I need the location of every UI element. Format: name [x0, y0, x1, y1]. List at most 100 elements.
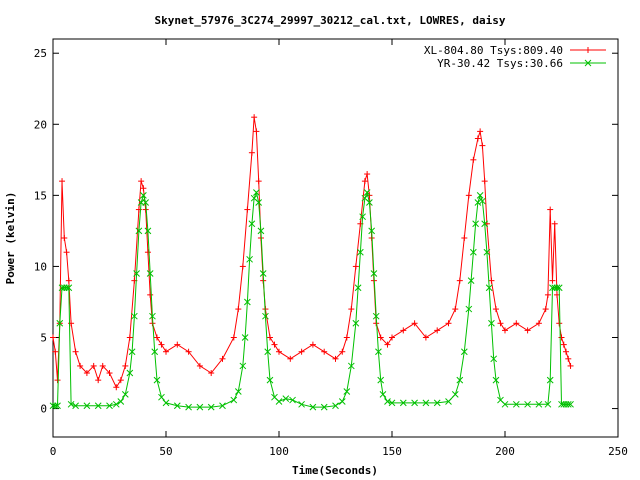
data-point — [61, 235, 68, 241]
data-point — [485, 284, 493, 292]
data-point — [158, 393, 165, 401]
legend-label-0: XL-804.80 Tsys:809.40 — [424, 44, 563, 57]
data-point — [51, 402, 59, 410]
data-point — [553, 284, 561, 292]
data-point — [230, 334, 237, 341]
data-point — [246, 255, 253, 263]
data-point — [234, 388, 242, 395]
data-point — [488, 277, 495, 284]
legend-label-1: YR-30.42 Tsys:30.66 — [437, 57, 563, 70]
data-point — [384, 398, 391, 405]
data-point — [239, 362, 247, 370]
plot-frame — [52, 38, 619, 438]
data-point — [524, 327, 531, 334]
data-point — [556, 320, 563, 327]
data-point — [144, 249, 151, 256]
data-point — [321, 348, 328, 355]
data-point — [445, 398, 452, 405]
data-point — [282, 395, 290, 402]
data-point — [121, 391, 129, 398]
y-tick-label-0: 0 — [40, 403, 47, 416]
data-point — [248, 220, 256, 228]
data-point — [67, 400, 75, 408]
data-point — [492, 306, 499, 313]
data-point — [257, 227, 265, 235]
data-point — [565, 355, 572, 362]
data-point — [513, 320, 520, 327]
data-point — [153, 376, 161, 384]
data-point — [379, 391, 387, 398]
data-point — [106, 402, 113, 410]
data-point — [567, 362, 574, 369]
y-tick-label-5: 25 — [34, 47, 47, 60]
data-point — [298, 400, 305, 408]
data-point — [126, 369, 134, 377]
data-point — [372, 312, 380, 320]
data-point — [241, 334, 249, 341]
data-point — [126, 334, 133, 341]
data-point — [332, 355, 339, 362]
data-point — [474, 199, 482, 206]
data-point — [461, 235, 468, 241]
data-point — [90, 362, 97, 369]
data-point — [83, 370, 90, 377]
data-point — [502, 327, 508, 334]
data-point — [251, 114, 258, 121]
x-tick-label-2: 100 — [269, 445, 289, 458]
data-point — [59, 178, 66, 185]
data-point — [411, 399, 418, 407]
data-point — [343, 334, 350, 341]
data-point — [266, 334, 273, 341]
x-tick-label-4: 200 — [495, 445, 515, 458]
data-point — [196, 403, 204, 411]
data-point — [479, 142, 486, 149]
data-point — [219, 355, 226, 362]
data-point — [144, 227, 152, 235]
data-point — [460, 348, 468, 356]
data-point — [488, 319, 495, 327]
data-point — [146, 270, 154, 277]
data-point — [364, 171, 371, 178]
data-point — [422, 399, 430, 407]
data-point — [255, 178, 262, 185]
axis-ticks: 0 50 100 150 200 250 0 5 10 15 20 25 — [34, 39, 628, 458]
data-point — [542, 306, 549, 313]
data-point — [235, 306, 242, 313]
data-point — [411, 320, 418, 327]
legend-marker-0 — [585, 47, 591, 53]
data-point — [483, 248, 491, 256]
data-point — [244, 298, 251, 306]
data-point — [347, 362, 355, 370]
data-point — [501, 400, 509, 408]
data-point — [309, 403, 317, 411]
data-point — [479, 197, 486, 205]
data-point — [456, 376, 464, 384]
data-point — [185, 348, 192, 355]
y-tick-label-3: 15 — [34, 189, 47, 202]
data-point — [481, 220, 489, 228]
x-tick-label-0: 0 — [50, 445, 57, 458]
data-point — [370, 270, 378, 277]
data-point — [117, 377, 124, 384]
data-point — [338, 398, 346, 405]
data-point — [555, 284, 563, 292]
data-point — [343, 388, 351, 395]
data-point — [535, 320, 542, 327]
data-point — [524, 400, 531, 408]
data-point — [140, 192, 147, 199]
data-point — [56, 319, 64, 327]
data-point — [357, 248, 364, 256]
data-point — [63, 249, 70, 256]
data-point — [452, 306, 459, 313]
data-point — [65, 284, 73, 292]
data-point — [546, 376, 554, 384]
data-point — [147, 291, 154, 298]
data-point — [567, 400, 574, 408]
data-point — [320, 403, 328, 411]
data-point — [563, 348, 570, 355]
data-point — [138, 178, 145, 185]
data-point — [65, 277, 72, 284]
x-tick-label-1: 50 — [159, 445, 172, 458]
data-point — [551, 220, 558, 227]
